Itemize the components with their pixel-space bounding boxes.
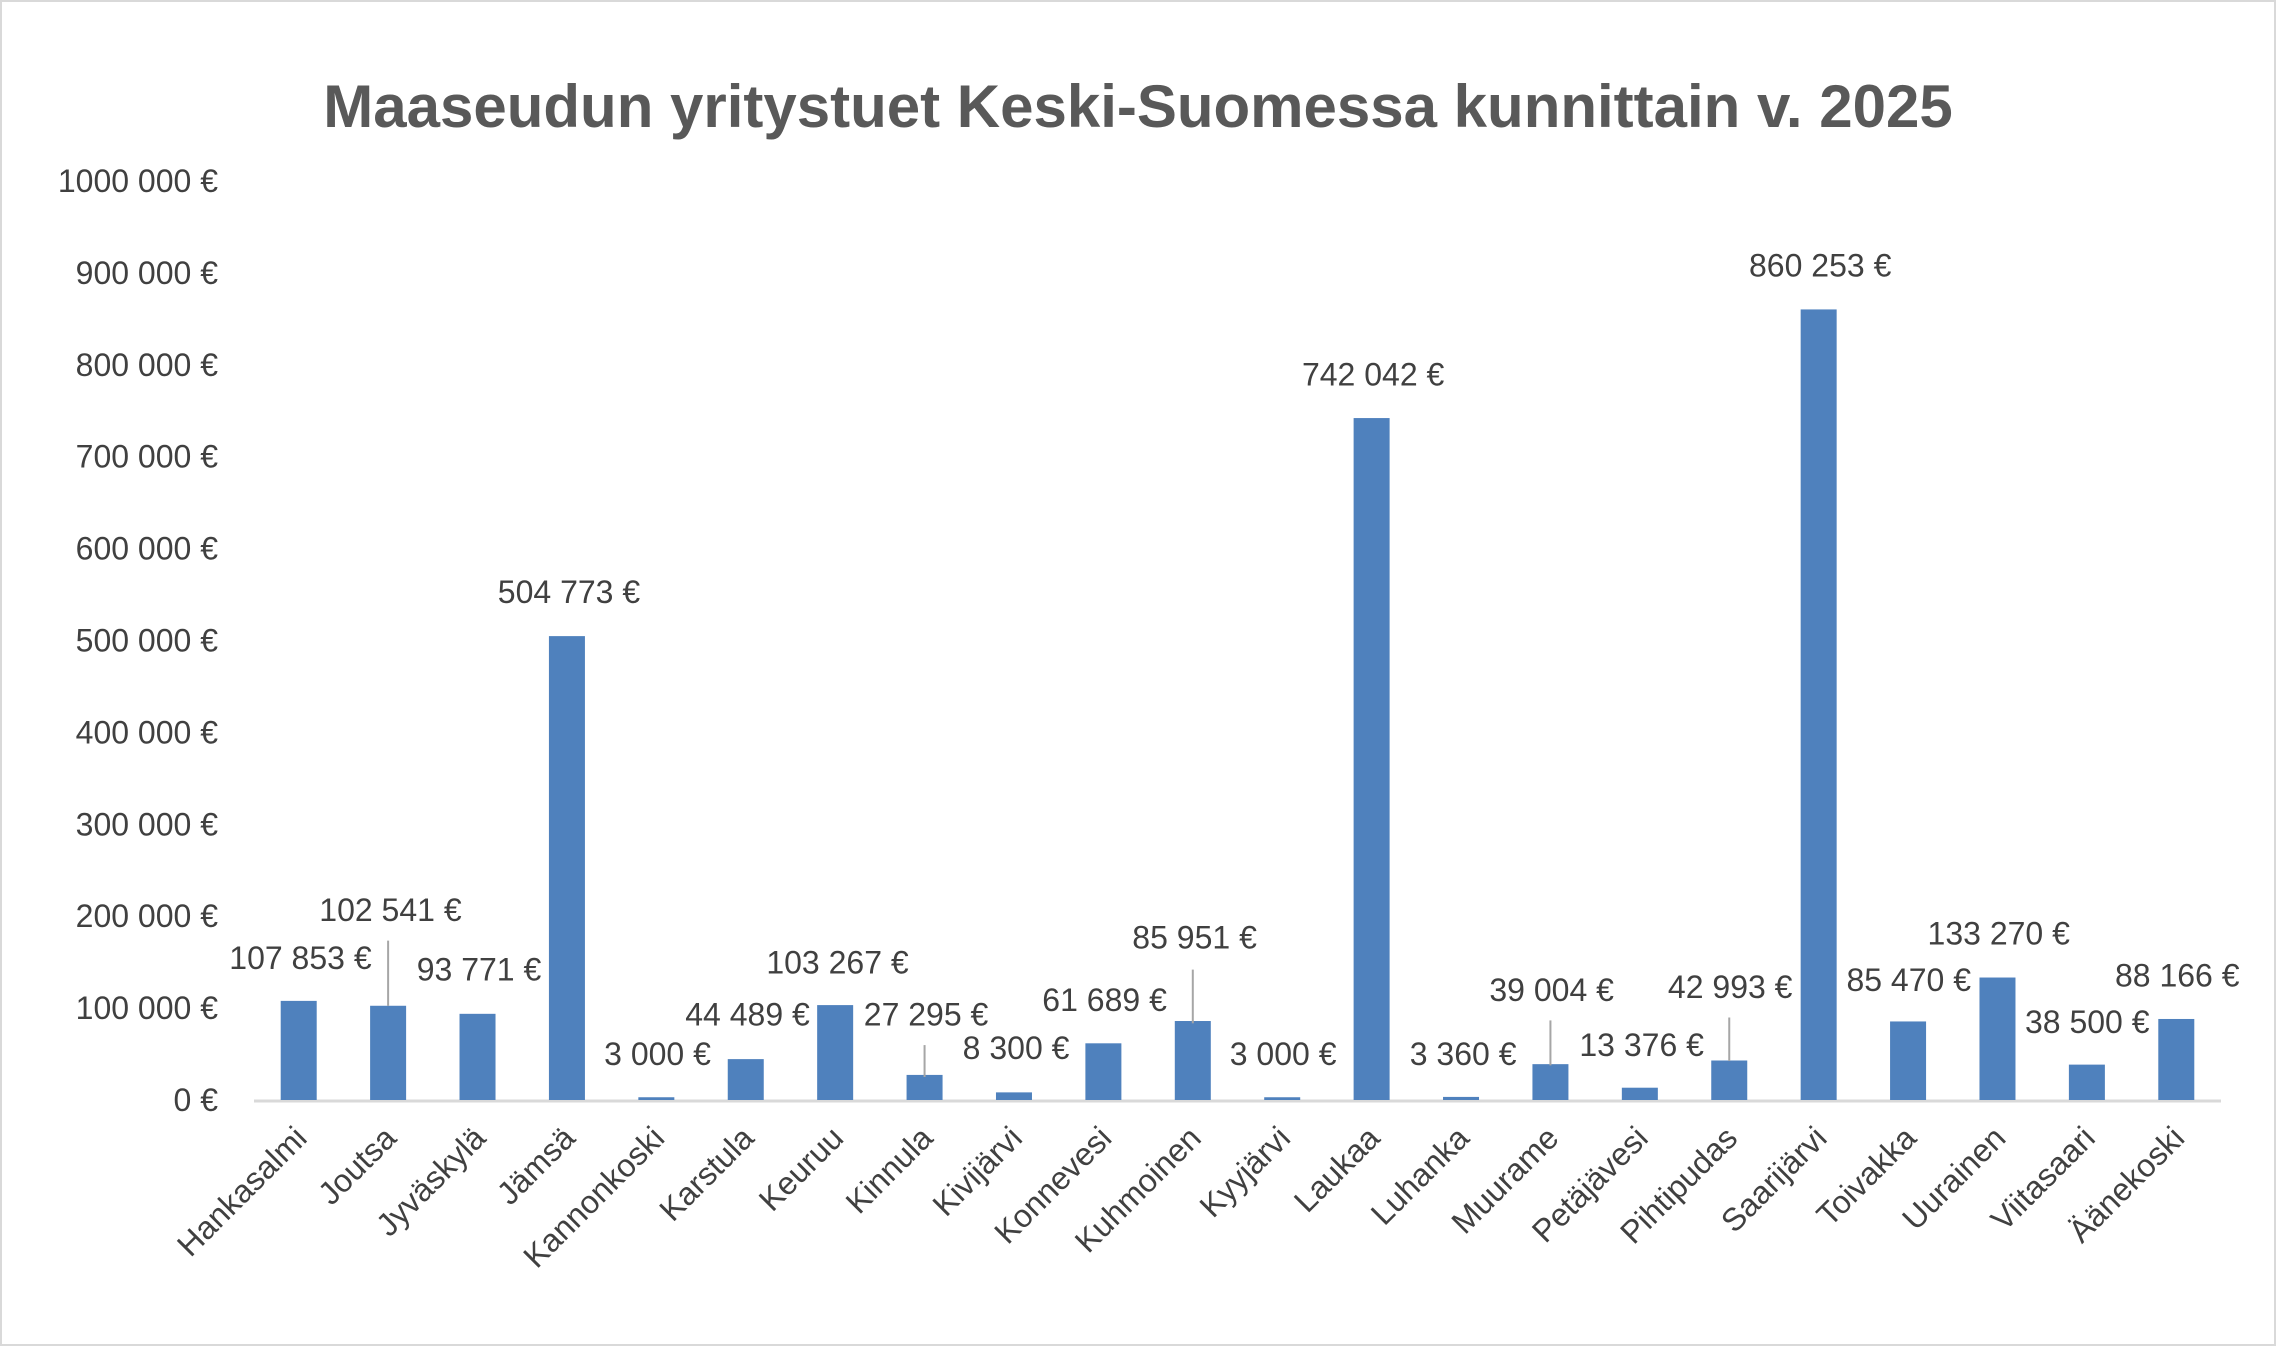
bar — [1532, 1064, 1569, 1100]
bar — [727, 1059, 764, 1100]
data-label: 42 993 € — [1668, 969, 1793, 1005]
bar — [548, 636, 585, 1100]
bar — [370, 1005, 407, 1100]
y-tick-label: 300 000 € — [76, 806, 219, 842]
x-tick-label: Kyyjärvi — [1192, 1119, 1297, 1224]
data-label: 8 300 € — [963, 1030, 1070, 1066]
bar — [995, 1092, 1032, 1100]
bar — [1711, 1060, 1748, 1100]
bar — [2158, 1018, 2195, 1100]
y-tick-label: 900 000 € — [76, 255, 219, 291]
bar — [1443, 1096, 1480, 1100]
x-tick-label: Karstula — [652, 1119, 761, 1228]
data-label: 133 270 € — [1928, 915, 2071, 951]
bar — [280, 1000, 317, 1100]
data-label: 44 489 € — [685, 997, 810, 1033]
x-tick-label: Hankasalmi — [170, 1119, 314, 1263]
data-label: 3 000 € — [604, 1036, 711, 1072]
y-tick-label: 800 000 € — [76, 347, 219, 383]
x-tick-label: Kinnula — [839, 1119, 940, 1220]
bar — [1353, 418, 1390, 1100]
data-label: 88 166 € — [2115, 957, 2240, 993]
bar — [1621, 1087, 1658, 1100]
y-tick-label: 400 000 € — [76, 714, 219, 750]
y-tick-label: 500 000 € — [76, 623, 219, 659]
y-tick-label: 1000 000 € — [58, 163, 218, 199]
data-label: 27 295 € — [864, 997, 989, 1033]
data-label: 107 853 € — [229, 940, 372, 976]
data-label: 103 267 € — [766, 944, 909, 980]
bar — [1800, 309, 1837, 1100]
data-label: 38 500 € — [2025, 1004, 2150, 1040]
y-tick-label: 600 000 € — [76, 531, 219, 567]
data-label: 61 689 € — [1042, 982, 1167, 1018]
data-label: 3 000 € — [1230, 1036, 1337, 1072]
data-label: 85 951 € — [1132, 920, 1257, 956]
bar — [638, 1097, 675, 1100]
data-label: 860 253 € — [1749, 248, 1892, 284]
y-tick-label: 100 000 € — [76, 990, 219, 1026]
data-label: 13 376 € — [1579, 1027, 1704, 1063]
y-tick-label: 700 000 € — [76, 439, 219, 475]
bar — [2068, 1064, 2105, 1100]
bar — [817, 1005, 854, 1100]
y-tick-label: 200 000 € — [76, 898, 219, 934]
y-tick-label: 0 € — [174, 1082, 219, 1118]
bar — [1979, 977, 2016, 1100]
bar — [1264, 1097, 1301, 1100]
chart-title: Maaseudun yritystuet Keski-Suomessa kunn… — [323, 73, 1953, 140]
data-label: 39 004 € — [1489, 972, 1614, 1008]
data-label: 93 771 € — [417, 952, 542, 988]
data-label: 504 773 € — [498, 574, 641, 610]
data-label: 85 470 € — [1846, 962, 1971, 998]
bar — [1890, 1021, 1927, 1100]
bar — [459, 1013, 496, 1100]
bar — [906, 1074, 943, 1100]
bar — [1085, 1043, 1122, 1100]
bar — [1174, 1021, 1211, 1100]
x-tick-label: Keuruu — [752, 1119, 850, 1217]
data-label: 742 042 € — [1302, 356, 1445, 392]
data-label: 3 360 € — [1410, 1036, 1517, 1072]
data-label: 102 541 € — [319, 892, 462, 928]
